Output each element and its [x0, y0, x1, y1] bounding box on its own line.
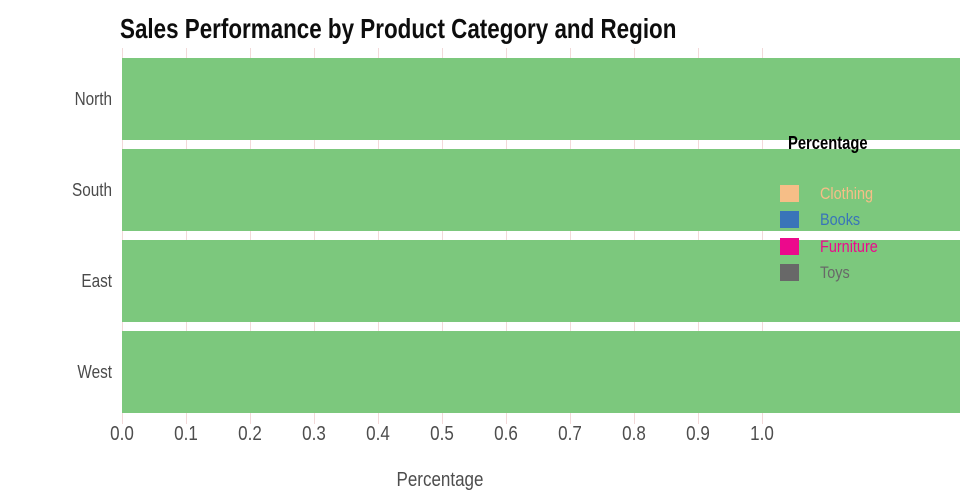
- gridline-0.9: [698, 48, 699, 424]
- bar-east: [122, 240, 960, 322]
- bar-south: [122, 149, 960, 231]
- x-tick-label-8: 0.8: [622, 423, 646, 445]
- gridline-0.1: [186, 48, 187, 424]
- gridline-0.2: [250, 48, 251, 424]
- legend-label-clothing: Clothing: [820, 184, 874, 203]
- legend: Percentage Clothing Books Furniture Toys: [780, 133, 955, 293]
- gridline-0.3: [314, 48, 315, 424]
- legend-swatch-toys: [780, 264, 799, 281]
- gridline-0.4: [378, 48, 379, 424]
- chart-title: Sales Performance by Product Category an…: [120, 13, 677, 44]
- legend-item-furniture: Furniture: [780, 237, 955, 257]
- legend-item-books: Books: [780, 210, 955, 230]
- legend-swatch-furniture: [780, 238, 799, 255]
- legend-label-furniture: Furniture: [820, 237, 878, 256]
- x-tick-label-2: 0.2: [238, 423, 262, 445]
- y-axis-label-south: South: [72, 180, 112, 200]
- y-axis-label-north: North: [74, 89, 112, 109]
- x-tick-label-9: 0.9: [686, 423, 710, 445]
- x-tick-label-6: 0.6: [494, 423, 518, 445]
- gridline-0.7: [570, 48, 571, 424]
- x-tick-label-3: 0.3: [302, 423, 326, 445]
- legend-title: Percentage: [788, 133, 868, 153]
- x-tick-label-10: 1.0: [750, 423, 774, 445]
- x-axis-title: Percentage: [396, 469, 484, 491]
- plot-area: [122, 48, 960, 424]
- gridline-0.0: [122, 48, 123, 424]
- x-tick-label-0: 0.0: [110, 423, 134, 445]
- x-tick-label-4: 0.4: [366, 423, 390, 445]
- legend-label-toys: Toys: [820, 263, 850, 282]
- legend-swatch-clothing: [780, 185, 799, 202]
- x-tick-label-1: 0.1: [174, 423, 198, 445]
- gridline-1.0: [762, 48, 763, 424]
- x-tick-label-5: 0.5: [430, 423, 454, 445]
- y-axis-label-east: East: [81, 271, 112, 291]
- legend-item-toys: Toys: [780, 263, 955, 283]
- bar-north: [122, 58, 960, 140]
- legend-item-clothing: Clothing: [780, 184, 955, 204]
- gridline-0.8: [634, 48, 635, 424]
- y-axis-label-west: West: [77, 362, 112, 382]
- legend-swatch-books: [780, 211, 799, 228]
- gridline-0.5: [442, 48, 443, 424]
- legend-label-books: Books: [820, 210, 861, 229]
- x-tick-label-7: 0.7: [558, 423, 582, 445]
- gridline-0.6: [506, 48, 507, 424]
- bar-west: [122, 331, 960, 413]
